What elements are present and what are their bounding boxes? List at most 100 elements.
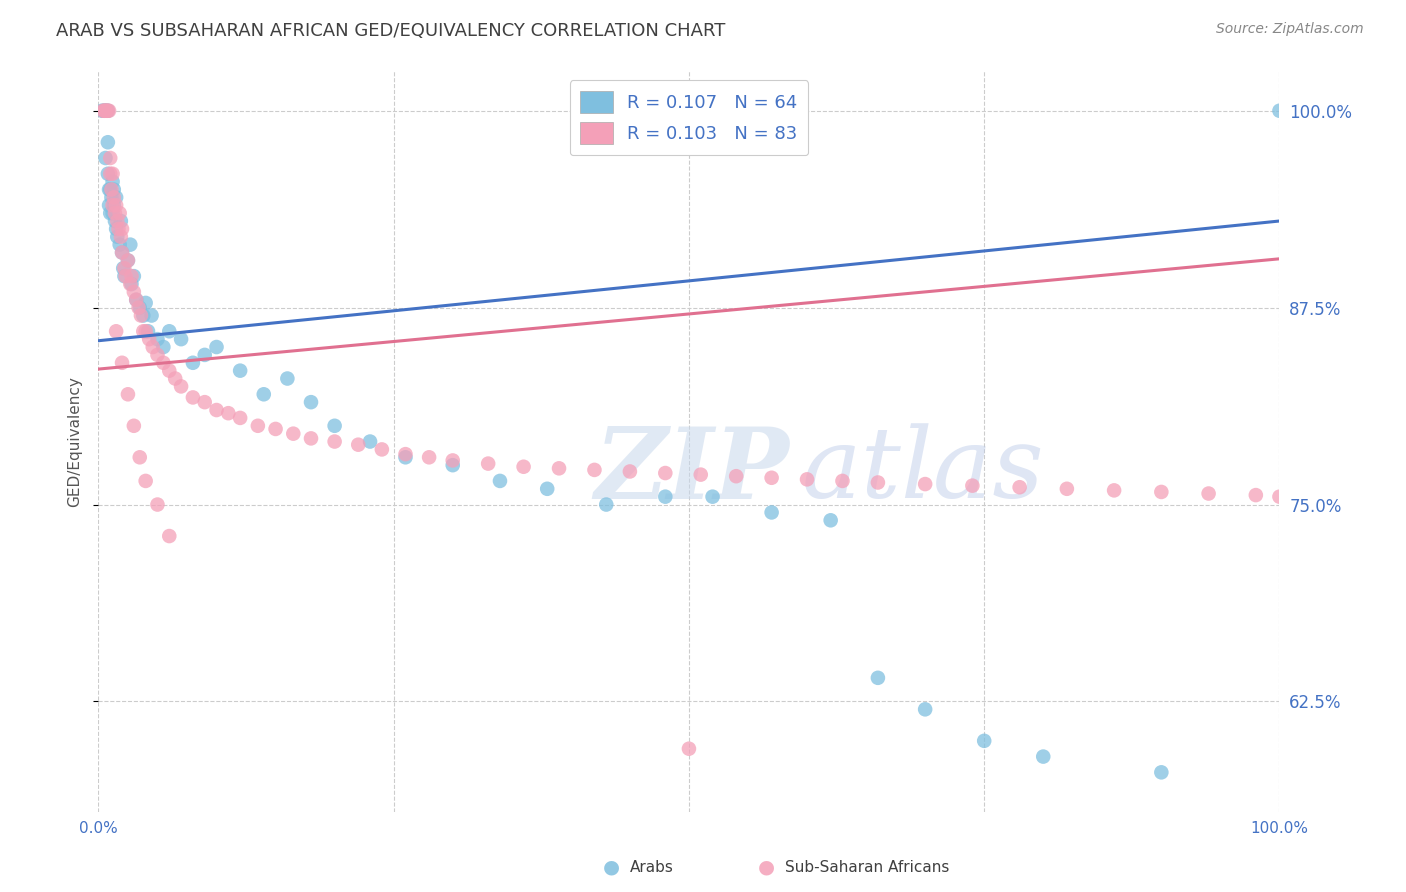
Y-axis label: GED/Equivalency: GED/Equivalency	[66, 376, 82, 507]
Point	[1102, 483, 1125, 498]
Point	[94, 151, 117, 165]
Point	[97, 167, 120, 181]
Point	[103, 198, 125, 212]
Point	[1244, 488, 1267, 502]
Text: ●: ●	[758, 857, 775, 877]
Point	[111, 245, 134, 260]
Point	[98, 103, 121, 118]
Point	[702, 490, 724, 504]
Point	[101, 206, 124, 220]
Point	[97, 103, 120, 118]
Text: Sub-Saharan Africans: Sub-Saharan Africans	[785, 860, 949, 874]
Point	[973, 734, 995, 748]
Point	[105, 222, 128, 236]
Point	[135, 296, 157, 310]
Point	[194, 395, 217, 409]
Point	[135, 474, 157, 488]
Point	[120, 237, 142, 252]
Point	[120, 277, 142, 291]
Point	[1032, 749, 1054, 764]
Point	[1150, 765, 1173, 780]
Point	[141, 309, 163, 323]
Point	[619, 465, 641, 479]
Point	[121, 269, 143, 284]
Point	[1268, 490, 1291, 504]
Point	[323, 418, 346, 433]
Point	[96, 103, 118, 118]
Point	[1198, 486, 1220, 500]
Point	[283, 426, 305, 441]
Point	[114, 269, 136, 284]
Point	[105, 190, 128, 204]
Point	[276, 371, 298, 385]
Point	[128, 301, 150, 315]
Point	[914, 477, 936, 491]
Point	[101, 167, 124, 181]
Point	[112, 261, 135, 276]
Point	[725, 469, 748, 483]
Point	[105, 229, 128, 244]
Point	[129, 309, 152, 323]
Point	[548, 461, 571, 475]
Point	[512, 459, 534, 474]
Point	[264, 422, 287, 436]
Point	[441, 453, 464, 467]
Point	[111, 245, 134, 260]
Point	[122, 285, 145, 299]
Point	[477, 457, 499, 471]
Point	[97, 103, 120, 118]
Point	[299, 395, 322, 409]
Point	[394, 447, 416, 461]
Point	[98, 167, 121, 181]
Point	[111, 222, 134, 236]
Point	[125, 293, 148, 307]
Point	[157, 324, 180, 338]
Point	[323, 434, 346, 449]
Point	[165, 371, 187, 385]
Point	[962, 478, 984, 492]
Point	[1008, 480, 1031, 494]
Point	[132, 324, 155, 338]
Point	[122, 418, 145, 433]
Point	[93, 103, 115, 118]
Point	[170, 332, 193, 346]
Point	[98, 206, 121, 220]
Point	[122, 269, 145, 284]
Point	[205, 403, 228, 417]
Point	[110, 214, 132, 228]
Point	[117, 387, 139, 401]
Point	[914, 702, 936, 716]
Point	[96, 103, 118, 118]
Point	[142, 340, 165, 354]
Point	[170, 379, 193, 393]
Point	[796, 472, 818, 486]
Point	[371, 442, 394, 457]
Point	[104, 214, 127, 228]
Point	[101, 198, 124, 212]
Point	[138, 332, 160, 346]
Point	[181, 391, 204, 405]
Point	[205, 340, 228, 354]
Point	[91, 103, 114, 118]
Point	[299, 431, 322, 445]
Point	[146, 348, 169, 362]
Point	[100, 182, 122, 196]
Point	[181, 356, 204, 370]
Point	[101, 175, 124, 189]
Point	[91, 103, 114, 118]
Point	[93, 103, 115, 118]
Point	[678, 741, 700, 756]
Point	[146, 498, 169, 512]
Point	[103, 182, 125, 196]
Point	[135, 324, 157, 338]
Point	[157, 529, 180, 543]
Point	[394, 450, 416, 465]
Point	[831, 474, 853, 488]
Point	[103, 190, 125, 204]
Point	[105, 198, 128, 212]
Point	[246, 418, 269, 433]
Point	[105, 214, 128, 228]
Point	[157, 364, 180, 378]
Point	[253, 387, 276, 401]
Point	[866, 475, 889, 490]
